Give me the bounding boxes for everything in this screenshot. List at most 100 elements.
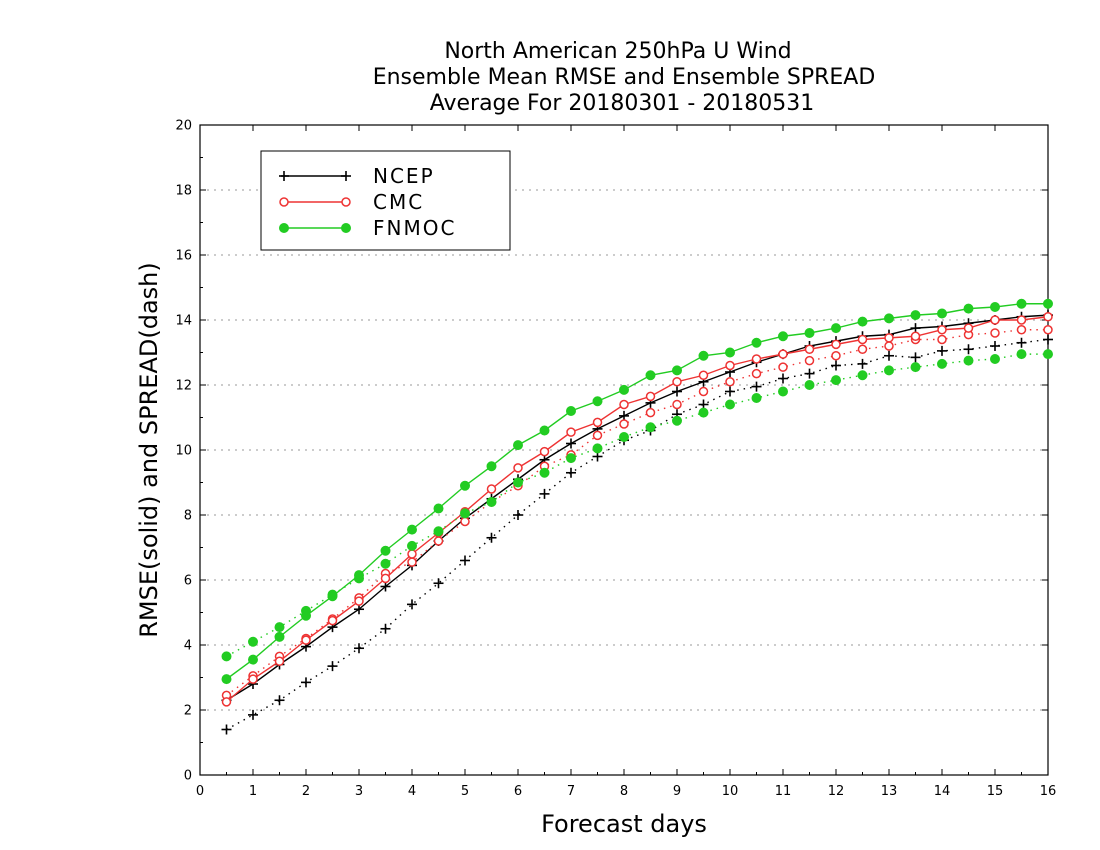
cmc-rmse-point (1016, 315, 1027, 325)
fnmoc-rmse-point (407, 524, 417, 535)
cmc-spread-point (725, 377, 735, 387)
cmc-rmse-point (566, 427, 576, 437)
ncep-rmse-point (910, 323, 921, 334)
cmc-rmse-point (963, 323, 974, 333)
ncep-spread-point (274, 695, 285, 706)
x-axis-label: Forecast days (541, 810, 707, 838)
ncep-rmse-line (226, 314, 1049, 701)
x-tick-label: 9 (673, 784, 681, 799)
ncep-spread-point (460, 555, 470, 566)
fnmoc-rmse-point (513, 440, 523, 451)
fnmoc-spread-point (831, 375, 841, 386)
fnmoc-rmse-point (433, 503, 444, 514)
cmc-spread-point (1016, 325, 1027, 335)
fnmoc-rmse-point (884, 313, 894, 324)
x-tick-label: 4 (408, 784, 416, 799)
legend-label-ncep: NCEP (373, 164, 435, 188)
ncep-spread-point (433, 578, 444, 589)
fnmoc-spread-point (380, 558, 391, 569)
x-tick-label: 1 (249, 784, 257, 799)
cmc-rmse-line (226, 316, 1049, 703)
fnmoc-spread-point (645, 422, 656, 433)
cmc-spread-point (592, 430, 603, 441)
ncep-spread-point (566, 467, 576, 478)
ncep-spread-point (963, 344, 974, 355)
fnmoc-spread-point (248, 636, 258, 647)
ncep-spread-point (857, 358, 868, 369)
ncep-spread-point (221, 724, 232, 735)
ncep-spread-point (751, 381, 762, 392)
cmc-rmse-point (778, 349, 788, 359)
cmc-rmse-point (1043, 312, 1053, 322)
fnmoc-rmse-point (619, 384, 629, 395)
title-line-2: Ensemble Mean RMSE and Ensemble SPREAD (373, 65, 876, 90)
fnmoc-rmse-point (698, 350, 709, 361)
fnmoc-spread-point (274, 622, 285, 633)
cmc-rmse-point (751, 354, 762, 364)
cmc-rmse-point (539, 446, 550, 457)
y-tick-label: 18 (175, 184, 192, 199)
cmc-spread-point (619, 419, 629, 429)
fnmoc-spread-point (937, 358, 947, 369)
cmc-rmse-point (221, 697, 232, 707)
y-tick-label: 8 (184, 509, 192, 524)
ncep-spread-point (407, 599, 417, 610)
fnmoc-rmse-point (301, 610, 311, 621)
gridlines (200, 189, 1048, 711)
cmc-spread-point (672, 399, 682, 410)
cmc-spread-point (778, 362, 788, 372)
y-tick-label: 16 (175, 249, 192, 264)
fnmoc-rmse-point (751, 337, 762, 348)
legend-marker-fnmoc (341, 223, 351, 233)
fnmoc-spread-point (857, 370, 868, 381)
cmc-rmse-point (831, 339, 841, 350)
x-tick-label: 0 (196, 784, 204, 799)
cmc-spread-point (698, 386, 709, 397)
y-tick-label: 2 (184, 704, 192, 719)
ncep-spread-point (831, 360, 841, 371)
legend-label-fnmoc: FNMOC (373, 216, 456, 240)
fnmoc-rmse-point (804, 328, 815, 338)
x-tick-label: 5 (461, 784, 469, 799)
ncep-spread-point (354, 643, 364, 654)
legend-marker-fnmoc (279, 223, 289, 233)
legend-marker-cmc (279, 197, 289, 207)
ncep-rmse-point (619, 410, 629, 421)
cmc-spread-point (884, 341, 894, 351)
fnmoc-rmse-point (486, 461, 497, 472)
ncep-spread-point (725, 386, 735, 397)
cmc-rmse-point (937, 325, 947, 335)
fnmoc-rmse-point (221, 674, 232, 685)
ncep-spread-point (778, 373, 788, 384)
cmc-spread-point (645, 407, 656, 418)
fnmoc-rmse-point (778, 331, 788, 342)
x-tick-label: 15 (987, 784, 1004, 799)
fnmoc-spread-point (407, 540, 417, 551)
ncep-spread-point (884, 350, 894, 361)
y-axis-label: RMSE(solid) and SPREAD(dash) (135, 262, 163, 638)
fnmoc-spread-point (698, 407, 709, 418)
cmc-rmse-point (301, 635, 311, 645)
fnmoc-spread-point (1043, 349, 1053, 360)
x-tick-label: 13 (881, 784, 898, 799)
fnmoc-rmse-point (990, 302, 1000, 312)
cmc-spread-point (857, 344, 868, 354)
ncep-rmse-point (354, 604, 364, 615)
fnmoc-rmse-line (226, 303, 1048, 680)
ncep-spread-point (380, 623, 391, 634)
fnmoc-spread-point (539, 467, 550, 478)
fnmoc-rmse-point (380, 545, 391, 556)
x-tick-label: 2 (302, 784, 310, 799)
ncep-spread-point (1016, 337, 1027, 348)
cmc-rmse-point (725, 360, 735, 371)
cmc-rmse-point (910, 331, 921, 341)
fnmoc-rmse-point (460, 480, 470, 491)
cmc-rmse-point (884, 333, 894, 343)
series-layer (221, 298, 1053, 735)
cmc-spread-point (804, 355, 815, 366)
x-tick-label: 16 (1040, 784, 1057, 799)
x-tick-label: 12 (828, 784, 845, 799)
